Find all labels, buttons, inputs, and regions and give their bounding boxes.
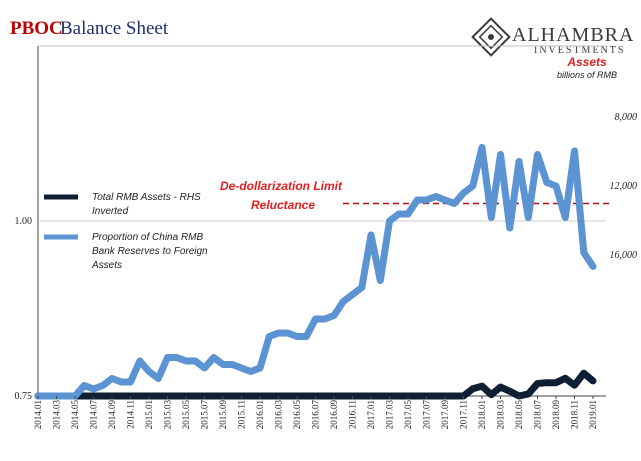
x-tick-label: 2017.11	[459, 400, 469, 429]
legend: Total RMB Assets - RHS Inverted Proporti…	[44, 192, 208, 271]
left-tick-label: 1.00	[15, 216, 33, 227]
x-tick-label: 2018.01	[477, 400, 487, 429]
brand-name: ALHAMBRA	[512, 24, 634, 46]
x-tick-label: 2015.01	[144, 400, 154, 429]
x-tick-label: 2019.01	[588, 400, 598, 429]
right-axis-unit: billions of RMB	[557, 70, 617, 80]
x-tick-label: 2018.07	[533, 400, 543, 430]
right-axis-title: Assets	[566, 55, 607, 69]
x-tick-label: 2015.03	[163, 400, 173, 430]
x-tick-label: 2016.09	[329, 400, 339, 430]
x-tick-label: 2015.05	[181, 400, 191, 430]
legend-label-assets-line2: Inverted	[92, 206, 129, 217]
x-tick-label: 2016.05	[292, 400, 302, 430]
brand-logo: ALHAMBRA INVESTMENTS	[471, 17, 634, 57]
x-tick-label: 2016.03	[274, 400, 284, 430]
brand-subtitle: INVESTMENTS	[534, 45, 625, 56]
x-tick-label: 2014.09	[107, 400, 117, 430]
x-tick-label: 2015.11	[237, 400, 247, 429]
x-tick-label: 2017.05	[403, 400, 413, 430]
legend-label-proportion-line2: Bank Reserves to Foreign	[92, 246, 208, 257]
x-tick-label: 2018.09	[551, 400, 561, 430]
x-tick-label: 2016.11	[348, 400, 358, 429]
x-tick-label: 2015.07	[200, 400, 210, 430]
x-tick-label: 2014.05	[70, 400, 80, 430]
x-tick-label: 2017.07	[422, 400, 432, 430]
chart-title-part1: PBOC	[10, 18, 63, 39]
series-line-proportion-reserves	[34, 144, 597, 400]
brand-emblem-icon	[471, 17, 511, 57]
x-tick-label: 2017.09	[440, 400, 450, 430]
x-axis-tick-labels: 2014.01 2014.03 2014.05 2014.07 2014.09 2014.…	[33, 396, 598, 429]
right-tick-label: 8,000	[615, 112, 638, 123]
left-tick-label: 0.75	[15, 391, 33, 402]
annotation-de-dollarization-limit: De-dollarization Limit	[220, 179, 343, 193]
x-tick-label: 2014.01	[33, 400, 43, 429]
x-tick-label: 2016.07	[311, 400, 321, 430]
x-tick-label: 2014.03	[52, 400, 62, 430]
chart-title-part2: Balance Sheet	[60, 18, 169, 39]
legend-label-assets-line1: Total RMB Assets - RHS	[92, 192, 201, 203]
x-tick-label: 2014.07	[89, 400, 99, 430]
x-tick-label: 2015.09	[218, 400, 228, 430]
x-tick-label: 2017.03	[385, 400, 395, 430]
legend-label-proportion-line1: Proportion of China RMB	[92, 232, 203, 243]
x-tick-label: 2017.01	[366, 400, 376, 429]
x-tick-label: 2014.11	[126, 400, 136, 429]
right-tick-label: 12,000	[610, 181, 638, 192]
x-tick-label: 2016.01	[255, 400, 265, 429]
right-tick-label: 16,000	[610, 250, 638, 261]
x-tick-label: 2018.05	[514, 400, 524, 430]
legend-label-proportion-line3: Assets	[91, 260, 122, 271]
x-tick-label: 2018.03	[496, 400, 506, 430]
annotation-reluctance: Reluctance	[251, 198, 315, 212]
x-tick-label: 2018.11	[570, 400, 580, 429]
